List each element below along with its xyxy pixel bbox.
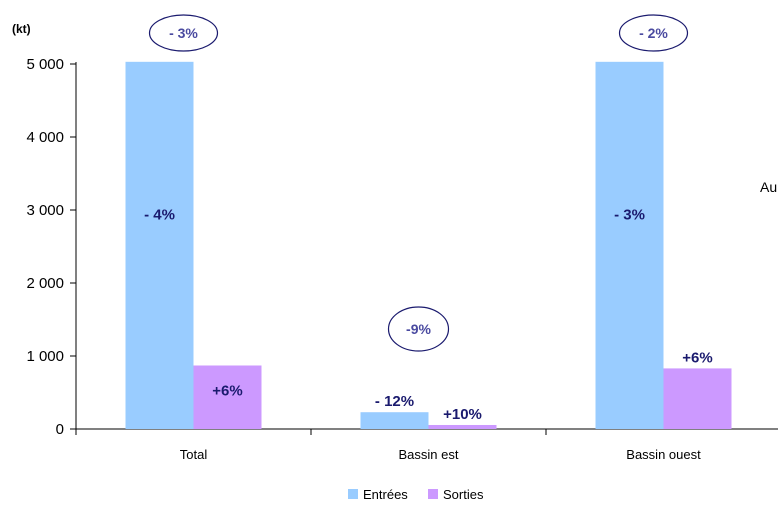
legend-label: Sorties — [443, 487, 484, 502]
legend-swatch — [348, 489, 358, 499]
total-change-oval — [148, 14, 219, 52]
bar-sorties — [193, 365, 262, 429]
bar-entrees — [125, 61, 194, 430]
bar-value-label: +6% — [682, 349, 712, 366]
bar-value-label: - 3% — [614, 207, 645, 224]
total-change-label: -9% — [406, 321, 431, 337]
total-change-ovals: - 3% -9% - 2% — [148, 14, 689, 352]
y-tick-label: 4 000 — [26, 129, 64, 146]
bar-entrees — [360, 412, 429, 429]
y-tick-label: 0 — [56, 421, 64, 438]
y-tick-label: 2 000 — [26, 275, 64, 292]
side-text: Au — [760, 179, 777, 195]
legend: Entrées Sorties — [348, 487, 484, 502]
x-category-label: Bassin ouest — [626, 447, 701, 462]
legend-swatch — [428, 489, 438, 499]
bar-entrees — [595, 61, 664, 430]
bar-value-label: +10% — [443, 406, 482, 423]
legend-label: Entrées — [363, 487, 408, 502]
bar-value-label: +6% — [212, 382, 242, 399]
bar-value-label: - 12% — [375, 393, 414, 410]
x-category-label: Total — [180, 447, 208, 462]
total-change-label: - 3% — [169, 25, 198, 41]
total-change-oval — [387, 306, 450, 352]
x-category-label: Bassin est — [399, 447, 459, 462]
bar-sorties — [663, 368, 732, 429]
total-change-label: - 2% — [639, 25, 668, 41]
bar-value-label: - 4% — [144, 207, 175, 224]
y-axis: 0 1 000 2 000 3 000 4 000 5 000 — [26, 56, 77, 438]
y-tick-label: 5 000 — [26, 56, 64, 73]
y-tick-label: 1 000 — [26, 348, 64, 365]
y-axis-unit: (kt) — [12, 22, 31, 36]
y-tick-label: 3 000 — [26, 202, 64, 219]
bar-sorties — [428, 424, 497, 429]
data-labels: - 4% +6% - 12% +10% - 3% +6% — [144, 207, 713, 423]
total-change-oval — [618, 14, 689, 52]
x-axis: Total Bassin est Bassin ouest — [75, 428, 778, 462]
bars — [125, 61, 732, 430]
